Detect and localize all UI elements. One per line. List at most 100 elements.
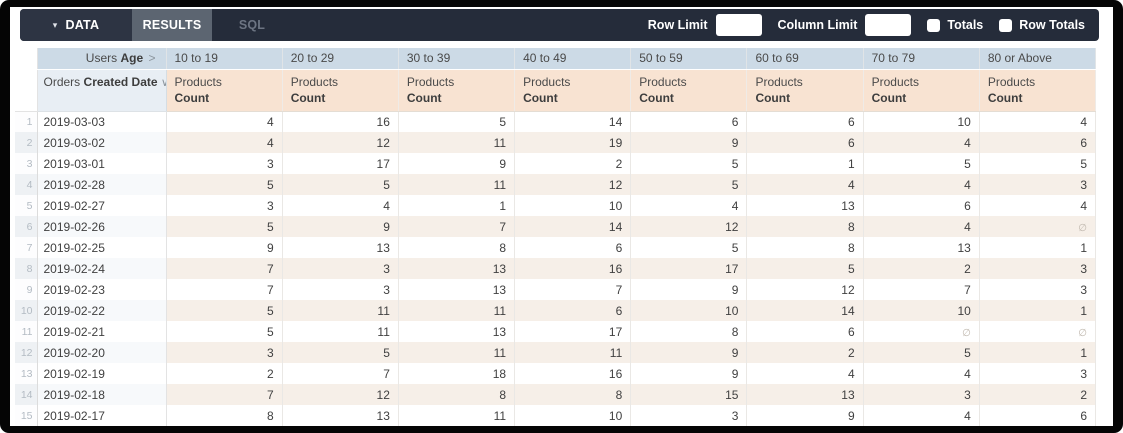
- measure-value[interactable]: 3: [630, 405, 748, 426]
- measure-value[interactable]: 2: [863, 258, 980, 279]
- measure-value[interactable]: 4: [863, 132, 980, 153]
- measure-value[interactable]: 4: [863, 216, 980, 237]
- pivot-value-header[interactable]: 10 to 19: [166, 48, 283, 70]
- measure-value[interactable]: 12: [514, 174, 632, 195]
- measure-value[interactable]: 17: [630, 258, 748, 279]
- measure-value[interactable]: 5: [630, 237, 748, 258]
- row-dimension-value[interactable]: 2019-02-24: [37, 258, 167, 279]
- measure-value[interactable]: 1: [746, 153, 864, 174]
- measure-value[interactable]: 6: [746, 111, 864, 132]
- measure-value[interactable]: 5: [282, 174, 399, 195]
- measure-value[interactable]: 16: [514, 363, 632, 384]
- measure-value[interactable]: 10: [630, 300, 748, 321]
- measure-value[interactable]: 11: [282, 321, 399, 342]
- measure-value[interactable]: 9: [398, 153, 516, 174]
- measure-value[interactable]: 7: [282, 363, 399, 384]
- measure-value[interactable]: 14: [514, 111, 632, 132]
- measure-value[interactable]: 3: [979, 174, 1097, 195]
- measure-value[interactable]: 11: [398, 300, 516, 321]
- measure-value[interactable]: 9: [746, 405, 864, 426]
- measure-header[interactable]: Products Count: [514, 69, 632, 112]
- measure-value[interactable]: 3: [166, 342, 283, 363]
- measure-value[interactable]: 4: [166, 111, 283, 132]
- measure-value[interactable]: 4: [282, 195, 399, 216]
- measure-value[interactable]: 9: [630, 132, 748, 153]
- measure-value[interactable]: 5: [166, 300, 283, 321]
- measure-value[interactable]: ∅: [979, 216, 1097, 237]
- measure-value[interactable]: 2: [746, 342, 864, 363]
- measure-value[interactable]: ∅: [979, 321, 1097, 342]
- measure-value[interactable]: 9: [282, 216, 399, 237]
- measure-value[interactable]: 1: [979, 237, 1097, 258]
- measure-value[interactable]: 6: [514, 300, 632, 321]
- measure-value[interactable]: 11: [398, 132, 516, 153]
- row-limit-input[interactable]: [715, 14, 762, 36]
- measure-value[interactable]: 16: [282, 111, 399, 132]
- measure-header[interactable]: Products Count: [630, 69, 748, 112]
- measure-value[interactable]: 7: [514, 279, 632, 300]
- pivot-value-header[interactable]: 20 to 29: [282, 48, 399, 70]
- pivot-value-header[interactable]: 80 or Above: [979, 48, 1097, 70]
- measure-value[interactable]: 13: [746, 384, 864, 405]
- measure-value[interactable]: 1: [979, 300, 1097, 321]
- measure-value[interactable]: 5: [630, 153, 748, 174]
- measure-header[interactable]: Products Count: [282, 69, 399, 112]
- measure-value[interactable]: 6: [630, 111, 748, 132]
- measure-value[interactable]: 11: [398, 342, 516, 363]
- measure-header[interactable]: Products Count: [979, 69, 1097, 112]
- measure-value[interactable]: 17: [514, 321, 632, 342]
- measure-value[interactable]: 16: [514, 258, 632, 279]
- measure-value[interactable]: 3: [282, 258, 399, 279]
- measure-value[interactable]: 4: [979, 195, 1097, 216]
- measure-value[interactable]: 5: [166, 174, 283, 195]
- measure-header[interactable]: Products Count: [863, 69, 980, 112]
- tab-sql[interactable]: SQL: [238, 18, 266, 32]
- measure-value[interactable]: 13: [398, 258, 516, 279]
- row-dimension-value[interactable]: 2019-02-27: [37, 195, 167, 216]
- measure-value[interactable]: 5: [398, 111, 516, 132]
- measure-value[interactable]: 10: [863, 111, 980, 132]
- measure-value[interactable]: 4: [863, 174, 980, 195]
- row-dimension-value[interactable]: 2019-02-22: [37, 300, 167, 321]
- measure-value[interactable]: 2: [979, 384, 1097, 405]
- measure-value[interactable]: 4: [746, 174, 864, 195]
- measure-value[interactable]: 11: [398, 405, 516, 426]
- measure-value[interactable]: 2: [514, 153, 632, 174]
- measure-value[interactable]: 3: [166, 195, 283, 216]
- measure-value[interactable]: 15: [630, 384, 748, 405]
- measure-value[interactable]: 3: [979, 363, 1097, 384]
- pivot-value-header[interactable]: 50 to 59: [630, 48, 748, 70]
- measure-value[interactable]: 7: [166, 384, 283, 405]
- measure-value[interactable]: 13: [282, 237, 399, 258]
- measure-value[interactable]: 8: [166, 405, 283, 426]
- row-dimension-value[interactable]: 2019-02-25: [37, 237, 167, 258]
- measure-value[interactable]: 10: [514, 405, 632, 426]
- measure-value[interactable]: 11: [282, 300, 399, 321]
- row-dimension-value[interactable]: 2019-02-19: [37, 363, 167, 384]
- measure-value[interactable]: 6: [746, 132, 864, 153]
- row-totals-checkbox[interactable]: [999, 18, 1013, 32]
- measure-value[interactable]: 4: [863, 405, 980, 426]
- row-dimension-header[interactable]: Orders Created Date ∨: [37, 69, 167, 112]
- measure-value[interactable]: 13: [398, 321, 516, 342]
- measure-value[interactable]: 4: [863, 363, 980, 384]
- measure-value[interactable]: 5: [166, 321, 283, 342]
- row-dimension-value[interactable]: 2019-02-18: [37, 384, 167, 405]
- measure-value[interactable]: 8: [746, 237, 864, 258]
- measure-value[interactable]: 12: [630, 216, 748, 237]
- tab-results[interactable]: RESULTS: [132, 9, 212, 41]
- measure-value[interactable]: 13: [863, 237, 980, 258]
- measure-value[interactable]: 8: [630, 321, 748, 342]
- measure-value[interactable]: ∅: [863, 321, 980, 342]
- pivot-value-header[interactable]: 30 to 39: [398, 48, 516, 70]
- measure-value[interactable]: 8: [746, 216, 864, 237]
- row-dimension-value[interactable]: 2019-02-23: [37, 279, 167, 300]
- measure-value[interactable]: 14: [746, 300, 864, 321]
- measure-value[interactable]: 6: [746, 321, 864, 342]
- measure-value[interactable]: 7: [398, 216, 516, 237]
- measure-value[interactable]: 7: [863, 279, 980, 300]
- pivot-value-header[interactable]: 40 to 49: [514, 48, 632, 70]
- pivot-dimension-header[interactable]: Users Age >: [37, 48, 167, 70]
- measure-value[interactable]: 8: [398, 384, 516, 405]
- measure-value[interactable]: 12: [282, 132, 399, 153]
